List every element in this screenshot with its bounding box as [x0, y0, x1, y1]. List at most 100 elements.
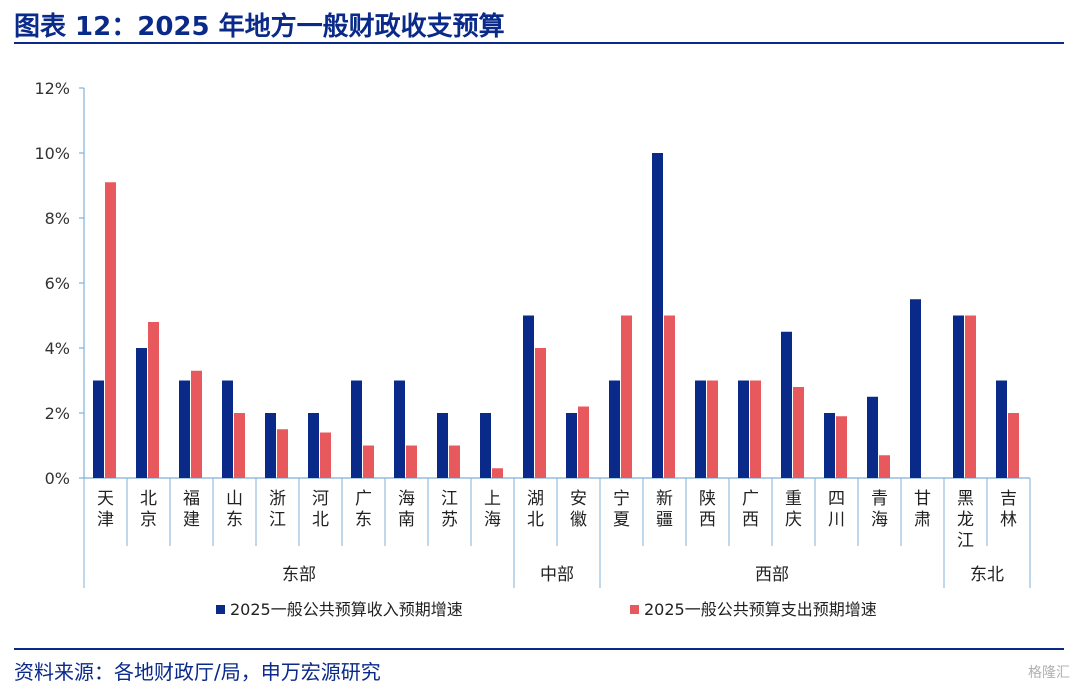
- group-label-东部: 东部: [282, 565, 316, 585]
- expense-bar-山东: [234, 413, 245, 478]
- category-label-安徽: 徽: [570, 510, 587, 530]
- category-label-浙江: 江: [269, 510, 286, 530]
- category-label-新疆: 新: [656, 489, 673, 509]
- income-bar-黑龙江: [953, 315, 964, 478]
- income-bar-湖北: [523, 315, 534, 478]
- expense-bar-重庆: [793, 387, 804, 478]
- group-label-西部: 西部: [755, 565, 789, 585]
- category-label-四川: 川: [828, 510, 845, 530]
- category-label-青海: 海: [871, 510, 888, 530]
- category-label-吉林: 吉: [1000, 489, 1017, 509]
- income-bar-浙江: [265, 413, 276, 478]
- category-label-山东: 山: [226, 489, 243, 509]
- category-label-海南: 海: [398, 489, 415, 509]
- expense-bar-湖北: [535, 348, 546, 478]
- income-bar-广西: [738, 380, 749, 478]
- bar-chart: 0%2%4%6%8%10%12%天津北京福建山东浙江河北广东海南江苏上海湖北安徽…: [34, 79, 1031, 619]
- footer-rule: [14, 648, 1064, 650]
- category-label-青海: 青: [871, 489, 888, 509]
- category-label-四川: 四: [828, 489, 845, 509]
- income-bar-上海: [480, 413, 491, 478]
- income-bar-重庆: [781, 331, 792, 478]
- category-label-吉林: 林: [1000, 510, 1017, 530]
- category-label-广西: 西: [742, 510, 759, 530]
- y-tick-label: 4%: [45, 339, 70, 358]
- category-label-黑龙江: 龙: [957, 510, 974, 530]
- income-bar-安徽: [566, 413, 577, 478]
- expense-bar-海南: [406, 445, 417, 478]
- income-bar-四川: [824, 413, 835, 478]
- expense-bar-天津: [105, 182, 116, 478]
- expense-bar-河北: [320, 432, 331, 478]
- legend-swatch-expense: [630, 605, 639, 614]
- expense-bar-陕西: [707, 380, 718, 478]
- category-label-上海: 上: [484, 489, 501, 509]
- y-tick-label: 6%: [45, 274, 70, 293]
- category-label-江苏: 苏: [441, 510, 458, 530]
- category-label-新疆: 疆: [656, 510, 673, 530]
- y-tick-label: 0%: [45, 469, 70, 488]
- income-bar-山东: [222, 380, 233, 478]
- chart-title: 图表 12：2025 年地方一般财政收支预算: [14, 12, 505, 42]
- income-bar-吉林: [996, 380, 1007, 478]
- category-label-重庆: 重: [785, 489, 802, 509]
- expense-bar-青海: [879, 455, 890, 478]
- category-label-北京: 北: [140, 489, 157, 509]
- expense-bar-四川: [836, 416, 847, 478]
- expense-bar-江苏: [449, 445, 460, 478]
- category-label-黑龙江: 黑: [957, 489, 974, 509]
- expense-bar-安徽: [578, 406, 589, 478]
- legend-swatch-income: [216, 605, 225, 614]
- income-bar-青海: [867, 396, 878, 478]
- category-label-北京: 京: [140, 510, 157, 530]
- category-label-广东: 东: [355, 510, 372, 530]
- income-bar-河北: [308, 413, 319, 478]
- category-label-宁夏: 宁: [613, 489, 630, 509]
- category-label-宁夏: 夏: [613, 510, 630, 530]
- category-label-河北: 河: [312, 489, 329, 509]
- expense-bar-北京: [148, 322, 159, 478]
- income-bar-新疆: [652, 153, 663, 478]
- expense-bar-浙江: [277, 429, 288, 478]
- watermark: 格隆汇: [1028, 665, 1070, 681]
- expense-bar-宁夏: [621, 315, 632, 478]
- category-label-天津: 津: [97, 510, 114, 530]
- expense-bar-新疆: [664, 315, 675, 478]
- category-label-山东: 东: [226, 510, 243, 530]
- group-label-中部: 中部: [540, 565, 574, 585]
- category-label-河北: 北: [312, 510, 329, 530]
- category-label-陕西: 西: [699, 510, 716, 530]
- income-bar-甘肃: [910, 299, 921, 478]
- title-underline: [14, 42, 1064, 44]
- category-label-天津: 天: [97, 489, 114, 509]
- category-label-湖北: 湖: [527, 489, 544, 509]
- income-bar-江苏: [437, 413, 448, 478]
- category-label-上海: 海: [484, 510, 501, 530]
- income-bar-宁夏: [609, 380, 620, 478]
- legend-label-expense: 2025一般公共预算支出预期增速: [644, 600, 877, 619]
- expense-bar-上海: [492, 468, 503, 478]
- category-label-重庆: 庆: [785, 510, 802, 530]
- category-label-福建: 建: [183, 510, 200, 530]
- category-label-黑龙江: 江: [957, 531, 974, 551]
- y-tick-label: 2%: [45, 404, 70, 423]
- expense-bar-广东: [363, 445, 374, 478]
- expense-bar-吉林: [1008, 413, 1019, 478]
- category-label-陕西: 陕: [699, 489, 716, 509]
- income-bar-海南: [394, 380, 405, 478]
- category-label-广东: 广: [355, 489, 372, 509]
- expense-bar-福建: [191, 370, 202, 478]
- category-label-安徽: 安: [570, 489, 587, 509]
- group-label-东北: 东北: [970, 565, 1004, 585]
- category-label-浙江: 浙: [269, 489, 286, 509]
- category-label-广西: 广: [742, 489, 759, 509]
- income-bar-福建: [179, 380, 190, 478]
- y-tick-label: 8%: [45, 209, 70, 228]
- category-label-甘肃: 甘: [914, 489, 931, 509]
- legend-label-income: 2025一般公共预算收入预期增速: [230, 600, 463, 619]
- category-label-甘肃: 肃: [914, 510, 931, 530]
- category-label-湖北: 北: [527, 510, 544, 530]
- income-bar-广东: [351, 380, 362, 478]
- category-label-江苏: 江: [441, 489, 458, 509]
- y-tick-label: 12%: [34, 79, 70, 98]
